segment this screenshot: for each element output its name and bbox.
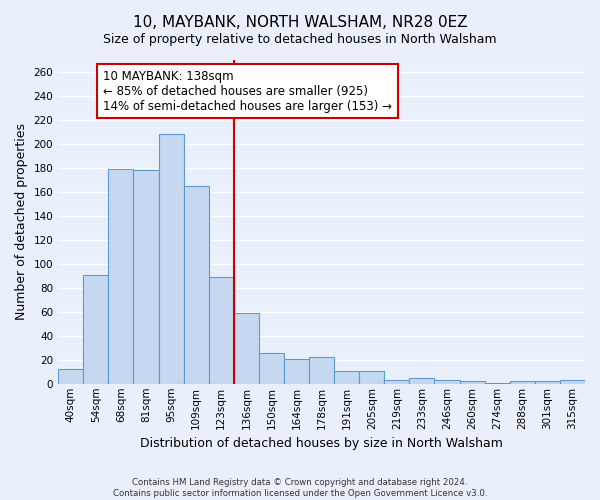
Bar bbox=[58, 370, 83, 384]
Bar bbox=[485, 382, 510, 384]
Bar bbox=[83, 274, 109, 384]
Text: Contains HM Land Registry data © Crown copyright and database right 2024.
Contai: Contains HM Land Registry data © Crown c… bbox=[113, 478, 487, 498]
Bar bbox=[234, 313, 259, 384]
Bar bbox=[535, 382, 560, 384]
Bar bbox=[510, 382, 535, 384]
Bar bbox=[460, 382, 485, 384]
Text: Size of property relative to detached houses in North Walsham: Size of property relative to detached ho… bbox=[103, 32, 497, 46]
Bar bbox=[359, 370, 385, 384]
Bar bbox=[284, 358, 309, 384]
Text: 10 MAYBANK: 138sqm
← 85% of detached houses are smaller (925)
14% of semi-detach: 10 MAYBANK: 138sqm ← 85% of detached hou… bbox=[103, 70, 392, 112]
Text: 10, MAYBANK, NORTH WALSHAM, NR28 0EZ: 10, MAYBANK, NORTH WALSHAM, NR28 0EZ bbox=[133, 15, 467, 30]
Bar bbox=[259, 352, 284, 384]
Bar bbox=[334, 370, 359, 384]
Bar bbox=[560, 380, 585, 384]
Bar bbox=[385, 380, 409, 384]
Bar bbox=[158, 134, 184, 384]
Bar bbox=[184, 186, 209, 384]
Bar bbox=[434, 380, 460, 384]
X-axis label: Distribution of detached houses by size in North Walsham: Distribution of detached houses by size … bbox=[140, 437, 503, 450]
Bar bbox=[109, 169, 133, 384]
Bar bbox=[309, 358, 334, 384]
Bar bbox=[409, 378, 434, 384]
Y-axis label: Number of detached properties: Number of detached properties bbox=[15, 124, 28, 320]
Bar bbox=[209, 277, 234, 384]
Bar bbox=[133, 170, 158, 384]
